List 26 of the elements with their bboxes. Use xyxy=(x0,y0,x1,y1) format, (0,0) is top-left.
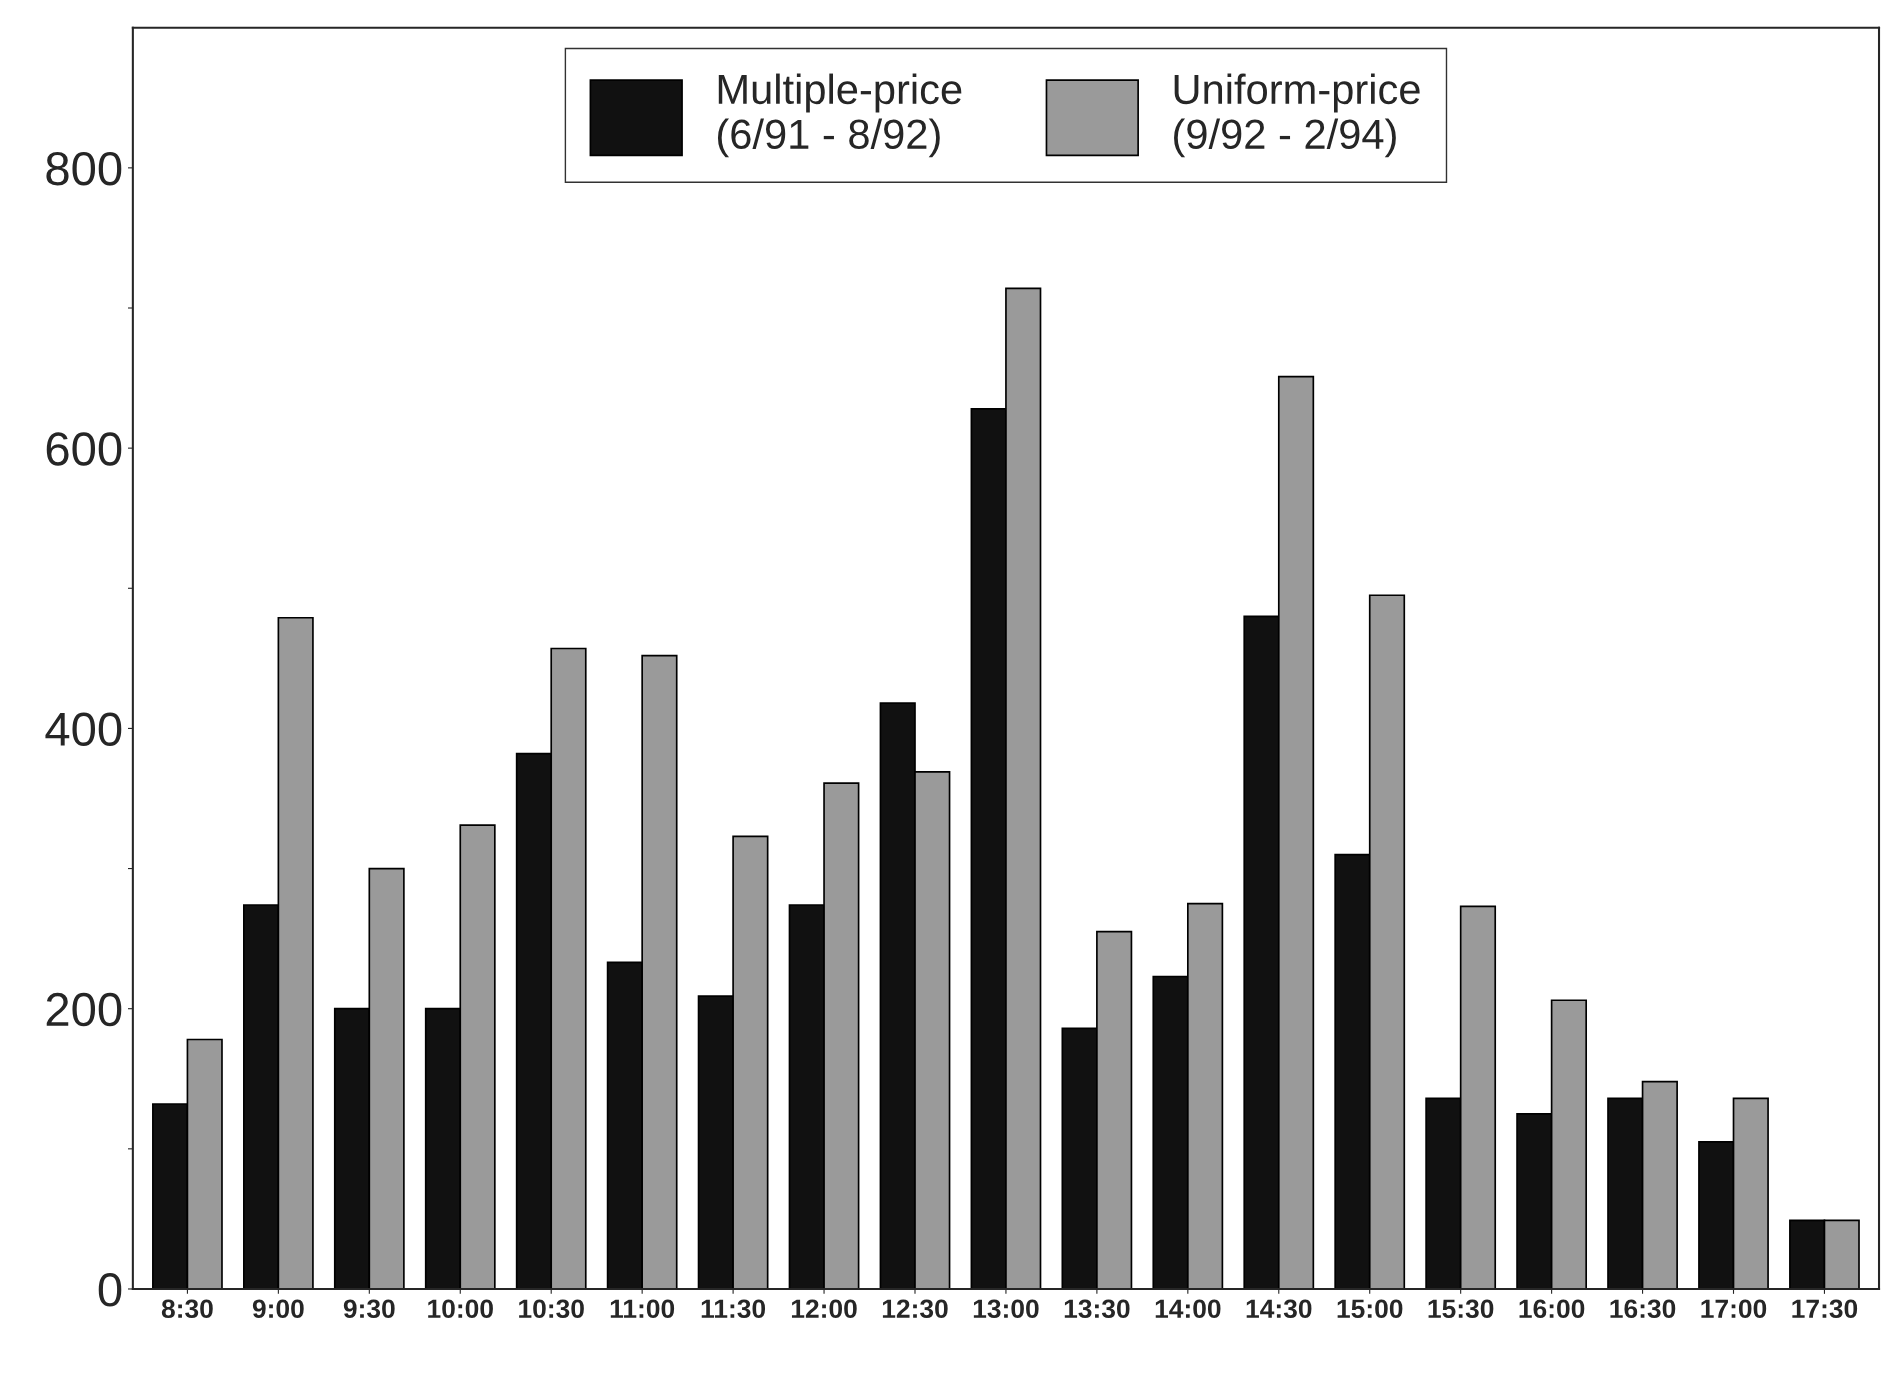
x-tick-label: 15:00 xyxy=(1337,1299,1403,1319)
x-tick-label: 13:00 xyxy=(973,1299,1039,1319)
x-tick-label: 11:00 xyxy=(610,1299,675,1319)
x-tick-label: 16:00 xyxy=(1519,1299,1585,1319)
x-tick-label: 9:30 xyxy=(343,1299,395,1319)
x-tick-label: 12:30 xyxy=(882,1299,948,1319)
x-tick-label: 15:30 xyxy=(1428,1299,1494,1319)
x-tick-label: 13:30 xyxy=(1064,1299,1130,1319)
y-tick-label: 200 xyxy=(46,992,122,1027)
y-tick-label: 0 xyxy=(98,1273,122,1307)
x-tick-label: 14:00 xyxy=(1155,1299,1221,1319)
x-tick-label: 10:30 xyxy=(519,1299,584,1319)
x-tick-label: 10:00 xyxy=(428,1299,493,1319)
x-tick-label: 17:00 xyxy=(1701,1299,1767,1319)
legend-label: Uniform-price (9/92 - 2/94) xyxy=(1174,73,1420,158)
y-tick-label: 600 xyxy=(46,432,122,466)
x-tick-label: 8:30 xyxy=(161,1299,213,1319)
x-tick-label: 12:00 xyxy=(791,1299,857,1319)
x-tick-label: 9:00 xyxy=(252,1299,304,1319)
legend-label: Multiple-price (6/91 - 8/92) xyxy=(717,73,962,158)
y-tick-label: 800 xyxy=(46,152,122,186)
x-tick-label: 11:30 xyxy=(701,1299,766,1319)
x-tick-label: 14:30 xyxy=(1246,1299,1312,1319)
x-tick-label: 16:30 xyxy=(1610,1299,1676,1319)
x-tick-label: 17:30 xyxy=(1792,1299,1858,1319)
y-tick-label: 400 xyxy=(45,712,122,746)
